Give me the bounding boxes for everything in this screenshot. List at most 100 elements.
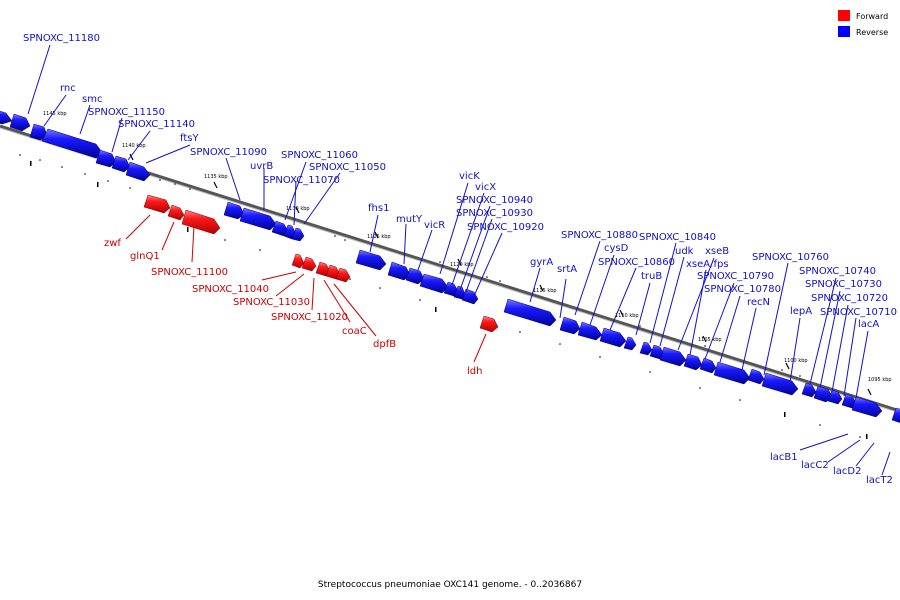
gene-reverse: [405, 267, 425, 285]
tick-label: 1145 kbp: [43, 111, 67, 117]
gene-forward: [167, 204, 185, 221]
gene-label: gyrA: [530, 257, 553, 268]
tick-label: 1110 kbp: [615, 313, 639, 319]
gene-reverse: [851, 396, 883, 418]
tick-label: 1115 kbp: [533, 288, 557, 294]
tick-label: 1095 kbp: [868, 377, 892, 383]
gene-forward: [143, 194, 171, 214]
gene-reverse: [699, 357, 717, 374]
gene-reverse: [41, 128, 103, 159]
gene-label: udk: [675, 246, 694, 257]
gene-label: uvrB: [250, 161, 273, 172]
gene-label: SPNOXC_10740: [799, 266, 876, 277]
forward-genes: [143, 194, 499, 333]
lower-gene-labels: lacB1 lacC2 lacD2 lacT2: [770, 452, 893, 486]
gene-label: SPNOXC_10780: [704, 284, 781, 295]
gene-reverse: [355, 249, 387, 271]
tick-label: 1130 kbp: [286, 206, 310, 212]
gene-label: recN: [747, 297, 770, 308]
gene-label: vicK: [459, 171, 480, 182]
gene-reverse: [9, 113, 31, 132]
gene-label: zwf: [104, 238, 121, 249]
gene-label: cysD: [604, 243, 629, 254]
tick-label: 1100 kbp: [784, 358, 808, 364]
gene-forward: [335, 267, 351, 283]
legend: Forward Reverse: [838, 10, 888, 37]
gene-label: truB: [641, 271, 662, 282]
scale-ticks: 1145 kbp 1140 kbp 1135 kbp 1130 kbp 1125…: [43, 111, 892, 396]
gene-reverse: [125, 161, 151, 182]
gene-label: SPNOXC_11060: [281, 150, 358, 161]
gene-label: xseB: [705, 246, 729, 257]
gene-label: lacA: [858, 319, 879, 330]
gene-reverse: [559, 316, 581, 335]
genome-caption: Streptococcus pneumoniae OXC141 genome. …: [318, 580, 582, 590]
gene-label: SPNOXC_10920: [467, 222, 544, 233]
gene-label: srtA: [557, 264, 577, 275]
gene-label: glnQ1: [130, 251, 160, 262]
legend-reverse-label: Reverse: [856, 28, 888, 37]
gene-label: SPNOXC_11050: [309, 162, 386, 173]
gene-reverse: [659, 346, 687, 367]
gene-reverse: [623, 336, 637, 351]
gene-reverse: [827, 389, 843, 405]
gene-label: mutY: [396, 214, 423, 225]
gene-label: SPNOXC_11140: [118, 119, 195, 130]
forward-leader-lines: [125, 214, 487, 363]
tick-label: 1125 kbp: [367, 234, 391, 240]
gene-label: SPNOXC_11180: [23, 33, 100, 44]
gene-reverse: [683, 353, 703, 371]
gene-label: SPNOXC_10730: [805, 279, 882, 290]
gene-reverse: [801, 382, 817, 398]
gene-label: ftsY: [180, 133, 199, 144]
gene-reverse: [747, 368, 765, 385]
gene-reverse: [599, 327, 627, 348]
tick-label: 1120 kbp: [450, 262, 474, 268]
gene-reverse: [461, 288, 479, 305]
gene-label: coaC: [342, 326, 367, 337]
gene-label: SPNOXC_10940: [456, 195, 533, 206]
gene-label: SPNOXC_10790: [697, 271, 774, 282]
reverse-gene-labels: SPNOXC_11180 rnc smc SPNOXC_11150 SPNOXC…: [23, 33, 897, 330]
gene-reverse: [291, 227, 305, 242]
tick-label: 1105 kbp: [698, 337, 722, 343]
guide-dots: [19, 154, 868, 439]
gene-label: lacB1: [770, 452, 798, 463]
reverse-leader-lines: [27, 44, 869, 399]
gene-reverse: [577, 321, 603, 341]
gene-label: SPNOXC_11030: [233, 297, 310, 308]
gene-forward: [479, 315, 499, 333]
gene-label: SPNOXC_10880: [561, 230, 638, 241]
gene-reverse: [639, 341, 653, 356]
reverse-genes: [0, 110, 900, 423]
gene-label: SPNOXC_10930: [456, 208, 533, 219]
gene-forward: [301, 256, 317, 272]
gene-reverse: [713, 361, 751, 385]
gene-label: SPNOXC_11020: [271, 312, 348, 323]
gene-label: dpfB: [373, 339, 396, 350]
legend-reverse-swatch: [838, 26, 850, 37]
gene-label: lacC2: [801, 460, 829, 471]
gene-label: SPNOXC_10720: [811, 293, 888, 304]
gene-label: SPNOXC_10710: [820, 307, 897, 318]
tick-label: 1135 kbp: [204, 174, 228, 180]
gene-label: fhs1: [368, 203, 389, 214]
gene-label: vicX: [475, 182, 496, 193]
lower-leader-lines: [799, 433, 891, 476]
gene-label: smc: [82, 94, 102, 105]
gene-label: lepA: [790, 306, 812, 317]
gene-label: xseA/fps: [686, 259, 729, 270]
gene-label: ldh: [467, 366, 482, 377]
gene-reverse: [223, 201, 245, 220]
gene-reverse: [891, 407, 900, 423]
gene-label: rnc: [60, 83, 76, 94]
gene-reverse: [239, 207, 277, 231]
forward-gene-labels: zwf glnQ1 SPNOXC_11100 SPNOXC_11040 SPNO…: [104, 238, 482, 377]
gene-label: SPNOXC_10860: [598, 257, 675, 268]
legend-forward-swatch: [838, 10, 850, 21]
gene-label: lacD2: [833, 466, 861, 477]
gene-label: SPNOXC_11090: [190, 147, 267, 158]
gene-reverse: [111, 155, 131, 173]
gene-label: SPNOXC_10840: [639, 232, 716, 243]
gene-reverse: [419, 273, 449, 294]
